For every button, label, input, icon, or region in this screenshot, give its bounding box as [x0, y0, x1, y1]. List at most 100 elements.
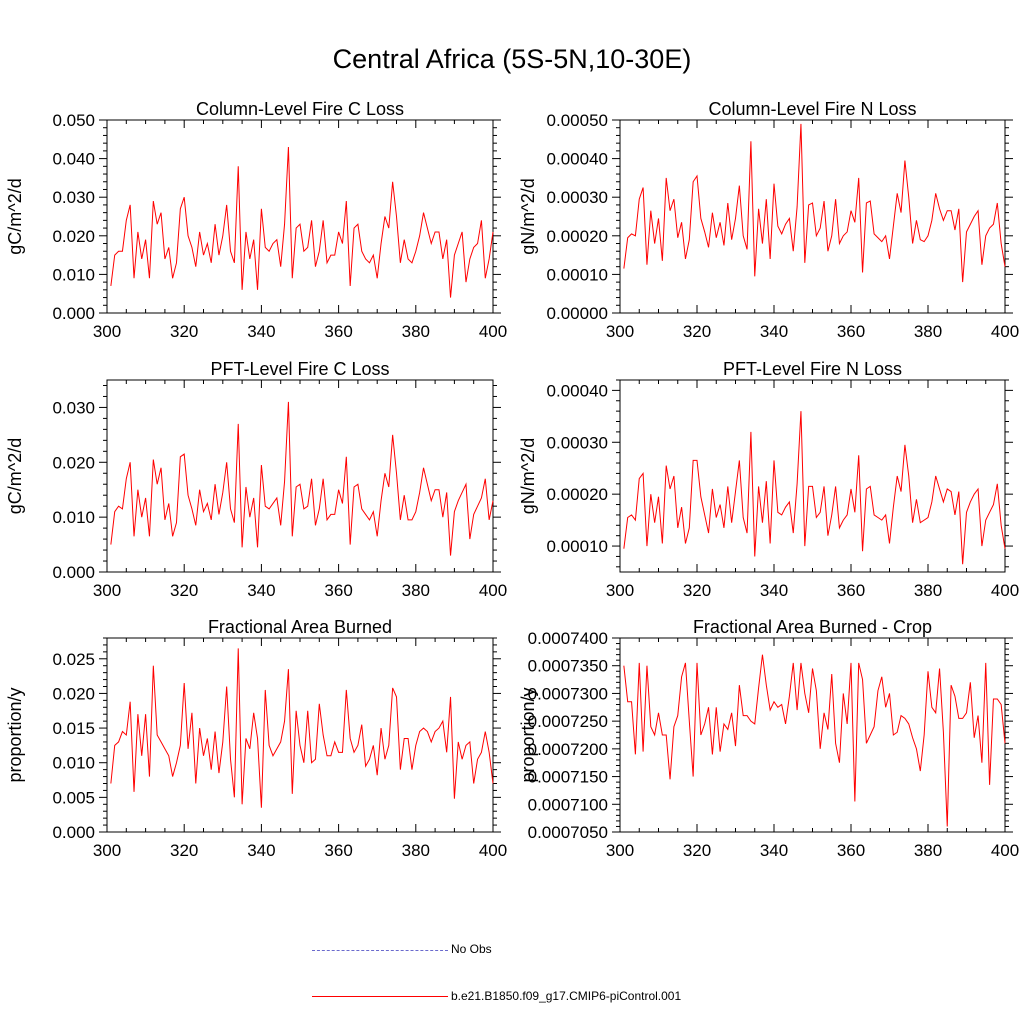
plot-frame: [619, 379, 1006, 573]
y-tick-label: 0.00010: [547, 265, 608, 284]
y-tick-label: 0.020: [52, 453, 95, 472]
x-tick-label: 380: [402, 581, 430, 600]
plot-frame: [106, 637, 494, 833]
x-tick-label: 400: [479, 581, 507, 600]
plot-frame: [106, 379, 494, 573]
x-tick-label: 360: [837, 841, 865, 860]
series-line: [110, 401, 494, 556]
y-tick-label: 0.00000: [547, 304, 608, 323]
y-tick-label: 0.00030: [547, 188, 608, 207]
panel-title: PFT-Level Fire C Loss: [210, 359, 389, 379]
x-tick-label: 300: [606, 322, 634, 341]
y-tick-label: 0.030: [52, 398, 95, 417]
y-tick-label: 0.00020: [547, 227, 608, 246]
y-tick-label: 0.0007150: [528, 768, 608, 787]
series-line: [623, 411, 1006, 565]
x-tick-label: 380: [402, 322, 430, 341]
x-tick-label: 320: [170, 322, 198, 341]
page-title: Central Africa (5S-5N,10-30E): [332, 44, 692, 74]
y-tick-label: 0.040: [52, 150, 95, 169]
chart-panel-6: Fractional Area Burned - Crop proportion/…: [518, 617, 1019, 860]
x-tick-label: 320: [683, 841, 711, 860]
x-tick-label: 300: [93, 841, 121, 860]
x-tick-label: 380: [402, 841, 430, 860]
y-axis-label: gC/m^2/d: [5, 178, 25, 254]
y-tick-label: 0.00010: [547, 537, 608, 556]
series-line: [110, 146, 494, 298]
x-tick-label: 340: [247, 581, 275, 600]
x-tick-label: 380: [914, 841, 942, 860]
y-tick-label: 0.00030: [547, 433, 608, 452]
y-axis-label: gN/m^2/d: [518, 178, 538, 254]
series-line: [623, 654, 1006, 827]
y-tick-label: 0.000: [52, 563, 95, 582]
y-tick-label: 0.000: [52, 823, 95, 842]
plot-frame: [619, 119, 1006, 314]
panel-title: PFT-Level Fire N Loss: [723, 359, 902, 379]
x-tick-label: 400: [479, 322, 507, 341]
x-tick-label: 360: [837, 322, 865, 341]
x-tick-label: 320: [683, 322, 711, 341]
legend-model-label: b.e21.B1850.f09_g17.CMIP6-piControl.001: [451, 989, 682, 1003]
x-tick-label: 300: [606, 841, 634, 860]
y-tick-label: 0.00020: [547, 485, 608, 504]
x-tick-label: 400: [991, 322, 1019, 341]
y-tick-label: 0.00040: [547, 381, 608, 400]
x-tick-label: 340: [247, 841, 275, 860]
y-tick-label: 0.000: [52, 304, 95, 323]
y-tick-label: 0.0007300: [528, 684, 608, 703]
y-tick-label: 0.0007350: [528, 657, 608, 676]
y-tick-label: 0.025: [52, 650, 95, 669]
y-tick-label: 0.0007200: [528, 740, 608, 759]
x-tick-label: 360: [324, 581, 352, 600]
x-tick-label: 320: [170, 581, 198, 600]
x-tick-label: 320: [170, 841, 198, 860]
x-tick-label: 340: [760, 581, 788, 600]
y-tick-label: 0.0007250: [528, 712, 608, 731]
panel-title: Column-Level Fire N Loss: [708, 99, 916, 119]
x-tick-label: 320: [683, 581, 711, 600]
legend-obs-line: [312, 950, 448, 951]
y-axis-label: gC/m^2/d: [5, 438, 25, 514]
y-tick-label: 0.020: [52, 227, 95, 246]
legend-obs-label: No Obs: [451, 942, 492, 956]
x-tick-label: 400: [991, 841, 1019, 860]
chart-panel-2: Column-Level Fire N Loss gN/m^2/d 300 320 34…: [518, 99, 1019, 341]
legend-model-line: [312, 996, 448, 997]
y-tick-label: 0.015: [52, 719, 95, 738]
x-tick-label: 380: [914, 322, 942, 341]
y-tick-label: 0.00050: [547, 111, 608, 130]
chart-panel-3: PFT-Level Fire C Loss gC/m^2/d 300 320 340 36…: [5, 359, 507, 600]
y-tick-label: 0.010: [52, 508, 95, 527]
y-tick-label: 0.020: [52, 684, 95, 703]
y-axis-label: proportion/y: [518, 687, 538, 782]
x-tick-label: 360: [324, 322, 352, 341]
y-tick-label: 0.030: [52, 188, 95, 207]
series-line: [110, 648, 494, 808]
x-tick-label: 400: [479, 841, 507, 860]
panel-title: Column-Level Fire C Loss: [196, 99, 404, 119]
x-tick-label: 380: [914, 581, 942, 600]
panel-title: Fractional Area Burned: [208, 617, 392, 637]
y-axis-label: proportion/y: [5, 687, 25, 782]
x-tick-label: 340: [760, 322, 788, 341]
series-line: [623, 123, 1006, 283]
y-axis-label: gN/m^2/d: [518, 438, 538, 514]
x-tick-label: 360: [324, 841, 352, 860]
x-tick-label: 340: [247, 322, 275, 341]
plot-frame: [619, 637, 1006, 833]
y-tick-label: 0.050: [52, 111, 95, 130]
chart-panel-5: Fractional Area Burned proportion/y 300 320…: [5, 617, 507, 860]
y-tick-label: 0.010: [52, 754, 95, 773]
y-tick-label: 0.010: [52, 265, 95, 284]
y-tick-label: 0.0007100: [528, 795, 608, 814]
x-tick-label: 400: [991, 581, 1019, 600]
x-tick-label: 300: [93, 322, 121, 341]
chart-panel-4: PFT-Level Fire N Loss gN/m^2/d 300 320 340 36…: [518, 359, 1019, 600]
x-tick-label: 300: [93, 581, 121, 600]
y-tick-label: 0.0007050: [528, 823, 608, 842]
chart-panel-1: Column-Level Fire C Loss gC/m^2/d 300 320 34…: [5, 99, 507, 341]
y-tick-label: 0.00040: [547, 150, 608, 169]
plot-frame: [106, 119, 494, 314]
